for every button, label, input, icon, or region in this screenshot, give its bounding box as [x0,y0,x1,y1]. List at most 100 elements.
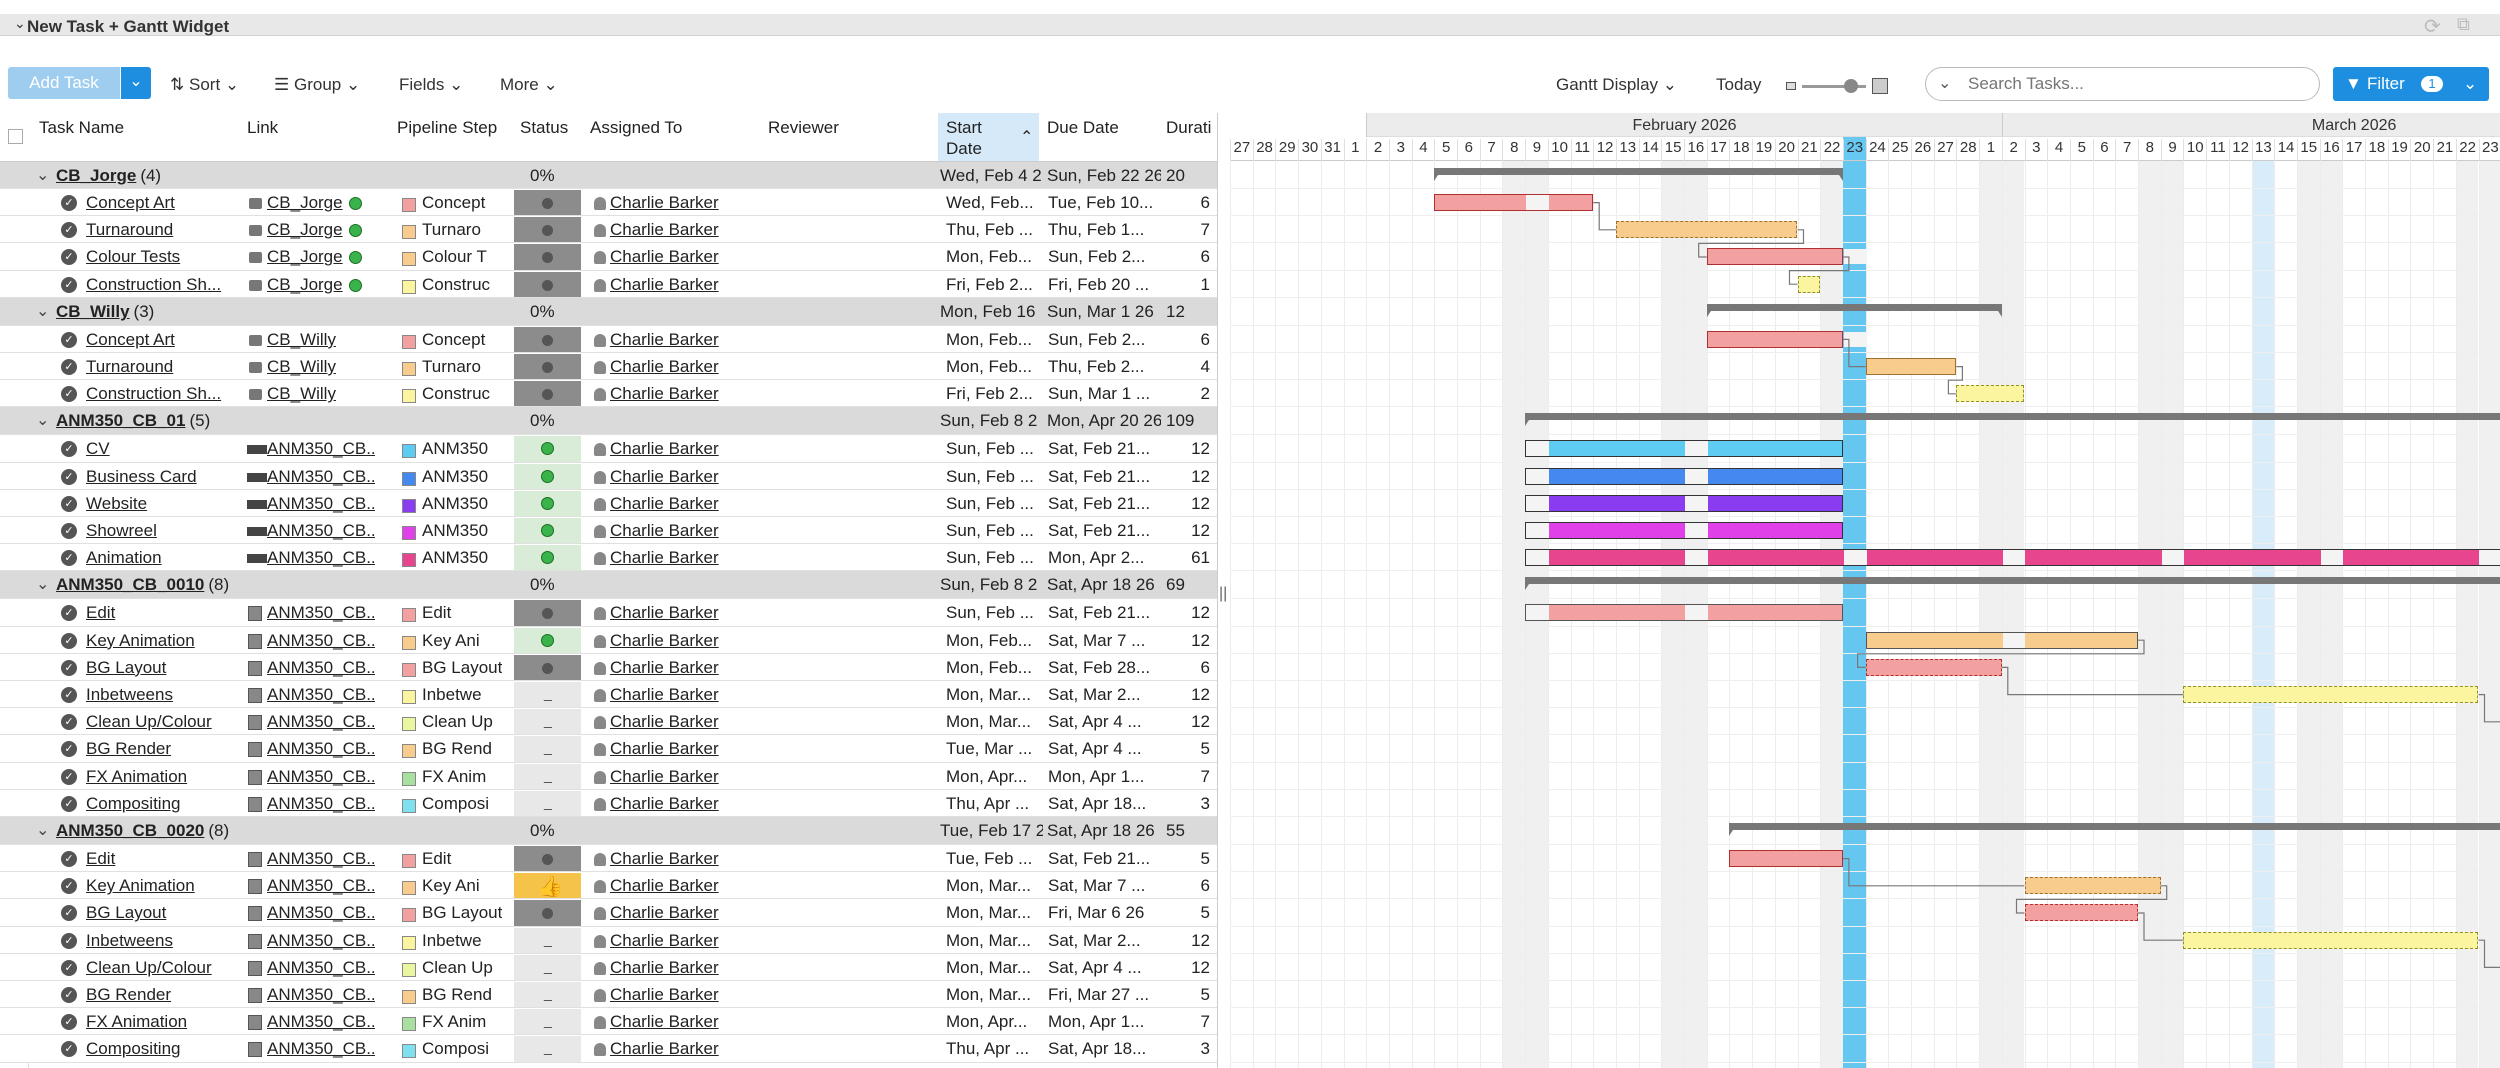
summary-bar[interactable] [1434,168,1843,181]
entity-link[interactable]: CB_Jorge [267,274,343,294]
entity-link[interactable]: ANM350_CB... [267,903,375,923]
assigned-to-link[interactable]: Charlie Barker [610,466,719,486]
task-name-link[interactable]: BG Render [86,739,172,759]
task-bar[interactable] [1525,522,1843,539]
fields-button[interactable]: Fields ⌄ [399,75,463,95]
assigned-to-link[interactable]: Charlie Barker [610,1012,719,1032]
task-name-link[interactable]: Concept Art [86,329,175,349]
entity-link[interactable]: ANM350_CB... [267,985,375,1004]
assigned-to-link[interactable]: Charlie Barker [610,985,719,1004]
group-row[interactable]: ⌄ CB_Willy (3) 0% Mon, Feb 16 Sun, Mar 1 26 12 [0,297,1217,326]
entity-link[interactable]: CB_Willy [267,384,336,404]
task-row[interactable]: ✓ Animation ANM350_CB... ANM350 Charlie Bark… [0,544,1217,572]
status-cell[interactable]: _ [514,982,581,1008]
task-name-link[interactable]: FX Animation [86,1012,188,1032]
group-row[interactable]: ⌄ ANM350_CB_0010 (8) 0% Sun, Feb 8 2 Sat, Apr… [0,571,1217,600]
entity-link[interactable]: ANM350_CB... [267,766,375,786]
group-name[interactable]: CB_Willy (3) [56,301,155,321]
add-task-dropdown-button[interactable]: ⌄ [121,67,151,99]
task-row[interactable]: ✓ Construction Sh... CB_Jorge Construc Charl… [0,270,1217,298]
entity-link[interactable]: ANM350_CB... [267,1039,375,1059]
search-input[interactable] [1968,74,2298,94]
assigned-to-link[interactable]: Charlie Barker [610,793,719,813]
task-name-link[interactable]: Clean Up/Colour [86,712,212,732]
column-header-pipeline-step[interactable]: Pipeline Step [397,118,498,137]
task-name-link[interactable]: Construction Sh... [86,274,222,294]
column-header-task-name[interactable]: Task Name [39,118,125,137]
entity-link[interactable]: ANM350_CB... [267,849,375,868]
refresh-icon[interactable]: ⟳ [2424,16,2441,38]
entity-link[interactable]: ANM350_CB... [267,1012,375,1032]
task-bar[interactable] [1525,440,1843,458]
task-name-link[interactable]: Showreel [86,521,157,540]
column-header-start-date[interactable]: Start Date ⌃ [938,113,1039,161]
zoom-slider[interactable] [1786,77,1890,95]
task-name-link[interactable]: Key Animation [86,876,195,896]
assigned-to-link[interactable]: Charlie Barker [610,849,719,868]
task-row[interactable]: ✓ Key Animation ANM350_CB... Key Ani Charlie… [0,626,1217,654]
status-cell[interactable]: 👍 [514,873,581,899]
today-button[interactable]: Today [1716,75,1761,95]
summary-bar[interactable] [1525,577,2500,591]
assigned-to-link[interactable]: Charlie Barker [610,220,719,240]
task-bar[interactable] [1956,385,2025,403]
collapse-chevron-icon[interactable]: ⌄ [14,15,26,31]
task-row[interactable]: ✓ Edit ANM350_CB... Edit Charlie Barker Tue, … [0,845,1217,873]
select-all-checkbox[interactable] [8,129,23,144]
task-row[interactable]: ✓ Turnaround CB_Willy Turnaro Charlie Barker… [0,353,1217,381]
filter-button[interactable]: ▼ Filter 1 ⌄ [2333,67,2489,101]
assigned-to-link[interactable]: Charlie Barker [610,193,719,212]
task-bar[interactable] [1706,330,1867,348]
zoom-handle[interactable] [1844,79,1858,93]
column-header-link[interactable]: Link [247,118,279,137]
entity-link[interactable]: ANM350_CB... [267,739,375,759]
entity-link[interactable]: CB_Jorge [267,220,343,240]
summary-bar[interactable] [1706,303,2002,317]
task-name-link[interactable]: Inbetweens [86,685,173,704]
search-menu-chevron-icon[interactable]: ⌄ [1938,75,1952,92]
entity-link[interactable]: ANM350_CB... [267,793,375,813]
entity-link[interactable]: CB_Willy [267,357,336,376]
group-expand-chevron-icon[interactable]: ⌄ [36,412,50,430]
task-name-link[interactable]: Animation [86,548,162,568]
task-row[interactable]: ✓ Inbetweens ANM350_CB... Inbetwe _ Charlie B… [0,681,1217,709]
task-row[interactable]: ✓ BG Render ANM350_CB... BG Rend _ Charlie Ba… [0,981,1217,1009]
status-cell[interactable] [514,490,581,516]
group-name[interactable]: ANM350_CB_0010 (8) [56,575,230,595]
task-bar[interactable] [1706,248,1867,266]
status-cell[interactable] [514,217,581,243]
entity-link[interactable]: ANM350_CB... [267,712,375,732]
status-cell[interactable]: _ [514,1036,581,1062]
task-bar[interactable] [1729,850,1843,867]
task-name-link[interactable]: BG Layout [86,903,167,923]
column-header-assigned-to[interactable]: Assigned To [590,118,683,137]
assigned-to-link[interactable]: Charlie Barker [610,766,719,786]
status-cell[interactable]: _ [514,763,581,789]
task-row[interactable]: ✓ CV ANM350_CB... ANM350 Charlie Barker Sun, … [0,435,1217,463]
column-header-duration[interactable]: Durati [1166,118,1212,137]
task-name-link[interactable]: Business Card [86,466,197,486]
task-row[interactable]: ✓ Key Animation ANM350_CB... Key Ani 👍 Charli… [0,872,1217,900]
task-row[interactable]: ✓ Compositing ANM350_CB... Composi _ Charlie … [0,1035,1217,1063]
assigned-to-link[interactable]: Charlie Barker [610,630,719,650]
task-row[interactable]: ✓ Turnaround CB_Jorge Turnaro Charlie Barker… [0,216,1217,244]
group-name[interactable]: CB_Jorge (4) [56,166,162,185]
status-cell[interactable] [514,354,581,380]
group-name[interactable]: ANM350_CB_01 (5) [56,411,211,431]
task-name-link[interactable]: Construction Sh... [86,384,222,404]
status-cell[interactable] [514,463,581,489]
assigned-to-link[interactable]: Charlie Barker [610,357,719,376]
task-name-link[interactable]: CV [86,439,110,459]
group-row[interactable]: ⌄ CB_Jorge (4) 0% Wed, Feb 4 2 Sun, Feb 22 26… [0,162,1217,189]
assigned-to-link[interactable]: Charlie Barker [610,903,719,923]
entity-link[interactable]: ANM350_CB... [267,630,375,650]
group-expand-chevron-icon[interactable]: ⌄ [36,822,50,839]
status-cell[interactable] [514,436,581,462]
status-cell[interactable] [514,846,581,872]
group-row[interactable]: ⌄ ANM350_CB_0020 (8) 0% Tue, Feb 17 2 Sat, Ap… [0,817,1217,845]
task-name-link[interactable]: Key Animation [86,630,195,650]
task-row[interactable]: ✓ Concept Art CB_Jorge Concept Charlie Barke… [0,189,1217,217]
entity-link[interactable]: CB_Jorge [267,247,343,267]
status-cell[interactable]: _ [514,954,581,980]
sort-button[interactable]: ⇅ Sort ⌄ [170,75,239,95]
